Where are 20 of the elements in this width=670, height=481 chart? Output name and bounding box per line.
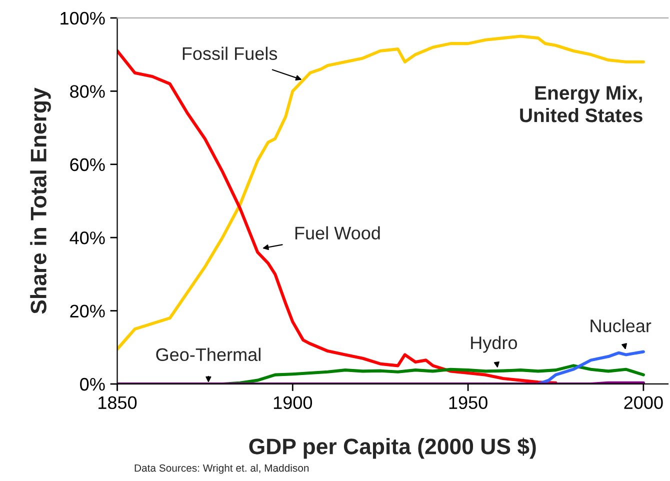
annotation: Hydro <box>471 336 518 353</box>
annotation: Geo-Thermal <box>156 348 260 362</box>
x-tick-label: 2000 <box>624 396 663 410</box>
line-series <box>536 350 645 384</box>
y-tick-label: 80% <box>70 85 105 98</box>
y-tick-label: 100% <box>60 12 105 25</box>
y-tick-label: 40% <box>70 232 105 244</box>
y-axis-title: Share in Total Energy <box>30 88 51 314</box>
x-tick-label: 1950 <box>449 396 488 410</box>
x-tick-label: 1850 <box>98 396 137 410</box>
annotation: Nuclear <box>590 319 652 332</box>
annotation: Fossil Fuels <box>182 46 278 60</box>
x-tick-label: 1900 <box>274 396 312 410</box>
annotation: Fuel Wood <box>295 226 380 240</box>
x-axis-title: GDP per Capita (2000 US $) <box>249 438 536 459</box>
y-tick-label: 20% <box>70 304 105 318</box>
text: Data Sources: Wright et. al, Maddison <box>134 464 309 474</box>
y-tick-label: 0% <box>80 378 105 391</box>
y-tick-label: 60% <box>70 158 105 172</box>
text: Energy Mix, United States <box>520 86 642 122</box>
